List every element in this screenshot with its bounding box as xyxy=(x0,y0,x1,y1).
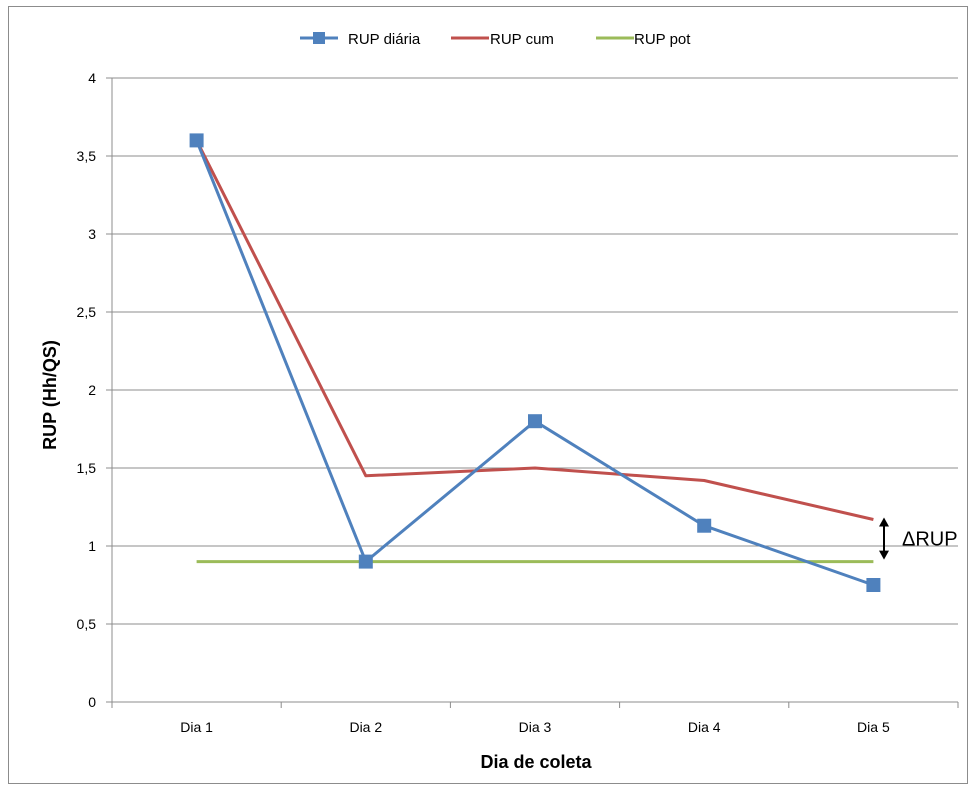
y-tick-label: 3,5 xyxy=(77,148,97,164)
chart-frame xyxy=(8,6,968,784)
x-tick-labels: Dia 1 Dia 2 Dia 3 Dia 4 Dia 5 xyxy=(180,719,890,735)
y-tick-label: 0,5 xyxy=(77,616,97,632)
y-tick-label: 1 xyxy=(88,538,96,554)
gridlines xyxy=(106,77,958,703)
axes xyxy=(111,78,959,708)
data-point xyxy=(866,578,881,592)
data-point xyxy=(697,518,712,533)
x-tick-label: Dia 5 xyxy=(857,719,890,735)
x-tick-label: Dia 1 xyxy=(180,719,213,735)
series-line-rup-diaria xyxy=(195,139,874,587)
legend-label: RUP cum xyxy=(490,31,554,48)
legend-item: RUP diária xyxy=(300,31,421,48)
y-tick-label: 1,5 xyxy=(77,460,97,476)
y-axis-title: RUP (Hh/QS) xyxy=(40,340,60,450)
data-point xyxy=(358,554,373,569)
y-tick-labels: 0 0,5 1 1,5 2 2,5 3 3,5 4 xyxy=(77,70,97,710)
delta-arrow-head-down xyxy=(879,550,889,560)
y-tick-label: 2,5 xyxy=(77,304,97,320)
legend-item: RUP cum xyxy=(451,31,554,48)
y-tick-label: 4 xyxy=(88,70,96,86)
delta-label: ΔRUP xyxy=(902,529,958,551)
legend-item: RUP pot xyxy=(596,31,691,48)
data-point xyxy=(528,414,542,429)
delta-annotation: ΔRUP xyxy=(879,517,958,560)
x-axis-title: Dia de coleta xyxy=(480,752,592,772)
series-line-rup-cum xyxy=(195,139,874,521)
delta-arrow-head-up xyxy=(879,517,889,527)
x-tick-label: Dia 2 xyxy=(349,719,382,735)
y-tick-label: 3 xyxy=(88,226,96,242)
legend: RUP diária RUP cum RUP pot xyxy=(300,31,691,48)
legend-marker xyxy=(313,32,325,44)
y-tick-label: 0 xyxy=(88,694,96,710)
y-tick-label: 2 xyxy=(88,382,96,398)
x-tick-label: Dia 4 xyxy=(688,719,721,735)
data-point xyxy=(189,133,204,148)
series-group xyxy=(189,133,881,592)
legend-label: RUP diária xyxy=(348,31,421,48)
legend-label: RUP pot xyxy=(634,31,691,48)
x-tick-label: Dia 3 xyxy=(519,719,552,735)
